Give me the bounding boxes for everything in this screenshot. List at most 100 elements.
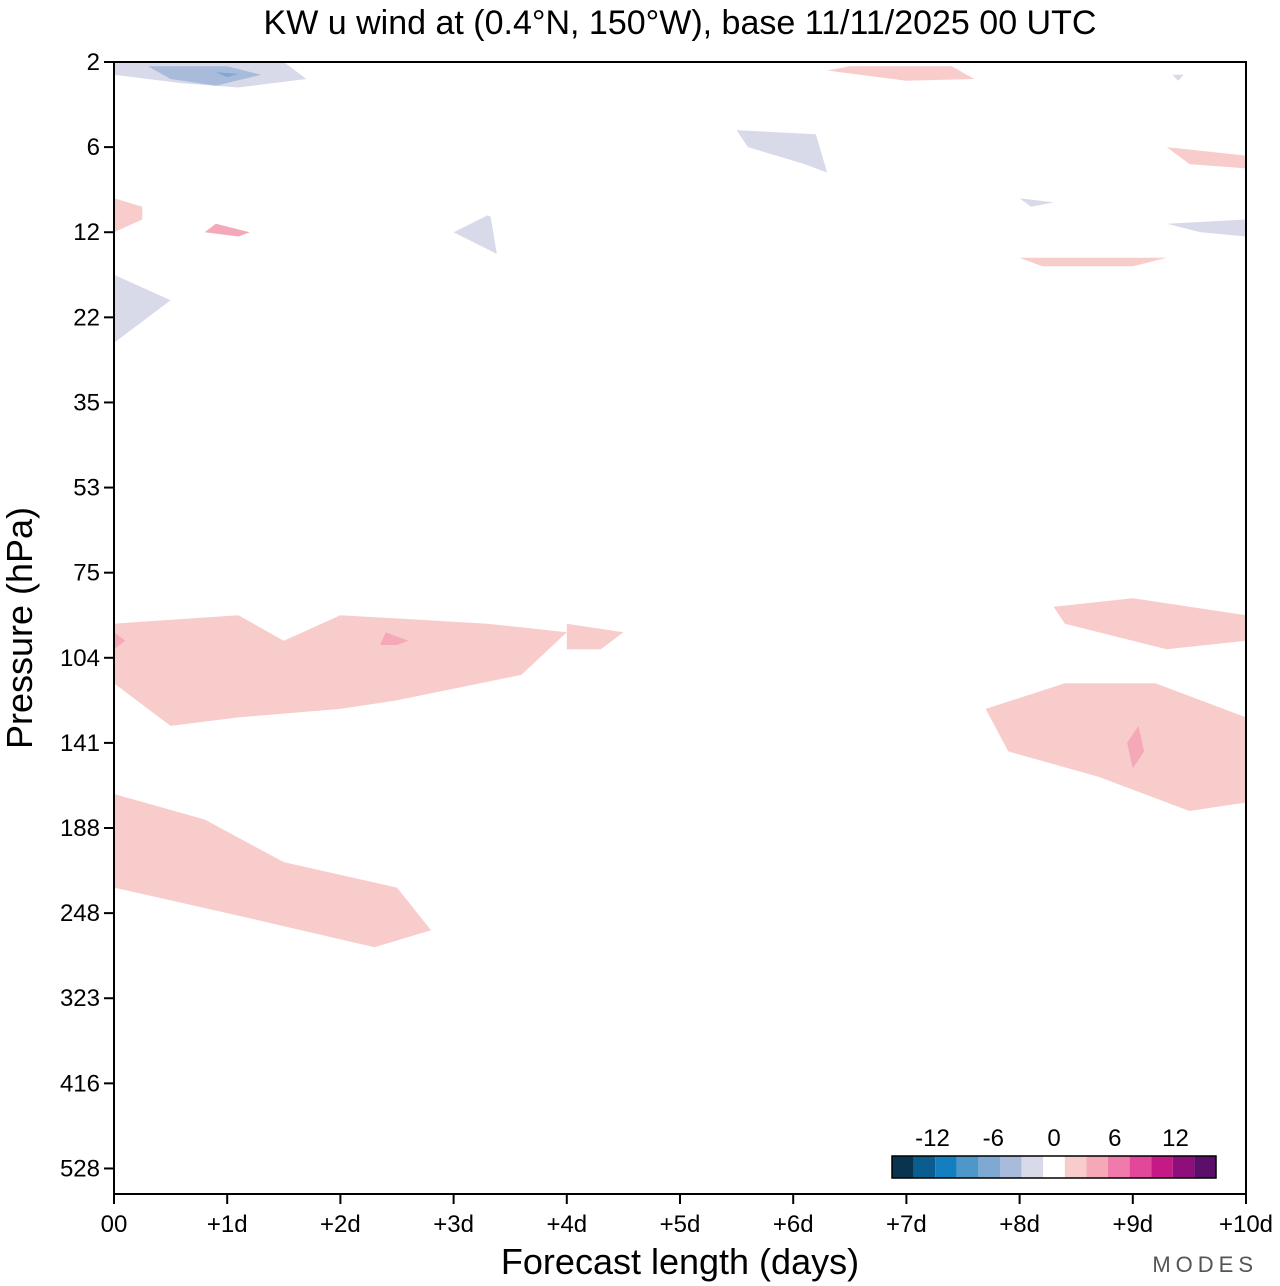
- colorbar-frame: [891, 1155, 1217, 1179]
- plot-area: [114, 62, 1246, 1211]
- contour-region-32: [951, 185, 1246, 216]
- x-tick-label: +1d: [207, 1211, 248, 1238]
- contour-region-52: [566, 623, 624, 650]
- y-tick-label: 416: [60, 1070, 100, 1097]
- y-tick-label: 323: [60, 985, 100, 1012]
- contour-region-59: [374, 785, 454, 828]
- contour-region-48: [181, 1151, 330, 1211]
- colorbar-swatch: [1172, 1156, 1195, 1178]
- contour-region-9: [159, 113, 177, 131]
- y-tick-label: 248: [60, 900, 100, 927]
- contour-region-13: [736, 130, 828, 173]
- y-axis: 2 6 12 22 35 53 75 104 141 188 248 323 416 528: [60, 49, 114, 1182]
- contour-region-39: [872, 321, 1246, 369]
- contour-region-54: [985, 683, 1246, 811]
- contour-region-57: [1127, 725, 1145, 769]
- y-tick-label: 188: [60, 815, 100, 842]
- contour-region-42: [544, 368, 613, 394]
- colorbar-tick-label: 0: [1047, 1125, 1060, 1152]
- brand-logo: MODES: [1152, 1252, 1258, 1277]
- contour-region-34: [1042, 210, 1246, 241]
- colorbar-swatch: [1108, 1156, 1130, 1178]
- contour-region-31: [1166, 147, 1246, 169]
- contour-region-45: [397, 462, 601, 556]
- contour-region-55: [114, 632, 126, 650]
- y-tick-label: 2: [87, 49, 100, 76]
- contour-region-61: [963, 811, 1065, 863]
- contour-region-10: [340, 130, 397, 135]
- x-tick-label: +3d: [433, 1211, 474, 1238]
- y-tick-label: 35: [73, 389, 100, 416]
- colorbar-swatch: [935, 1156, 957, 1178]
- contour-region-40: [351, 385, 409, 411]
- contour-region-19: [114, 198, 143, 233]
- contour-region-6: [827, 66, 975, 81]
- x-tick-label: +10d: [1219, 1211, 1273, 1238]
- contour-region-11: [657, 121, 686, 135]
- x-tick-label: +8d: [999, 1211, 1040, 1238]
- contour-region-8: [1172, 74, 1184, 81]
- contour-region-37: [114, 274, 171, 343]
- contour-region-62: [1234, 819, 1246, 854]
- contour-region-2: [148, 66, 262, 86]
- contour-region-46: [114, 581, 1246, 1186]
- y-tick-label: 75: [73, 560, 100, 587]
- colorbar-swatch: [956, 1156, 979, 1178]
- x-tick-label: +4d: [546, 1211, 587, 1238]
- y-tick-label: 6: [87, 134, 100, 161]
- colorbar-swatch: [892, 1156, 914, 1178]
- colorbar-swatch: [1021, 1156, 1044, 1178]
- contour-region-29: [1019, 257, 1167, 267]
- y-tick-label: 141: [60, 730, 100, 757]
- x-tick-label: 00: [101, 1211, 128, 1238]
- contour-region-60: [849, 802, 941, 863]
- contour-region-47: [691, 572, 1246, 999]
- contour-region-33: [1019, 198, 1054, 207]
- contour-region-44: [114, 432, 148, 462]
- contour-region-14: [883, 121, 941, 182]
- colorbar-tick-label: -6: [983, 1125, 1004, 1152]
- y-tick-label: 104: [60, 645, 100, 672]
- contour-region-51: [114, 794, 431, 948]
- contour-region-7: [1110, 66, 1246, 139]
- contour-region-43: [657, 419, 714, 445]
- contour-region-36: [114, 262, 397, 369]
- contour-region-27: [657, 249, 816, 275]
- colorbar-swatch: [1194, 1156, 1216, 1178]
- colorbar-swatch: [1064, 1156, 1087, 1178]
- contour-region-4: [544, 79, 590, 109]
- x-tick-label: +6d: [773, 1211, 814, 1238]
- contour-region-53: [1053, 598, 1246, 650]
- x-tick-label: +2d: [320, 1211, 361, 1238]
- contour-region-20: [204, 223, 250, 237]
- x-axis: 00 +1d +2d +3d +4d +5d +6d +7d +8d +9d +10d: [101, 1194, 1273, 1238]
- x-tick-label: +7d: [886, 1211, 927, 1238]
- colorbar-tick-label: 12: [1162, 1125, 1189, 1152]
- chart-title: KW u wind at (0.4°N, 150°W), base 11/11/…: [264, 4, 1097, 42]
- y-tick-label: 22: [73, 304, 100, 331]
- contour-region-58: [261, 759, 307, 828]
- y-tick-label: 528: [60, 1155, 100, 1182]
- y-tick-label: 12: [73, 219, 100, 246]
- contour-region-63: [159, 1083, 194, 1143]
- colorbar-swatch: [1043, 1156, 1065, 1178]
- colorbar-swatch: [1000, 1156, 1022, 1178]
- colorbar-swatch: [913, 1156, 936, 1178]
- colorbar-legend: -12 -6 0 6 12: [891, 1125, 1217, 1179]
- contour-region-3: [215, 72, 239, 78]
- colorbar-swatch: [1129, 1156, 1152, 1178]
- contour-region-38: [1053, 283, 1167, 314]
- contour-region-56: [380, 632, 409, 645]
- colorbar-swatch: [1086, 1156, 1108, 1178]
- colorbar-tick-label: -12: [915, 1125, 950, 1152]
- contour-region-35: [1166, 219, 1246, 237]
- colorbar-tick-label: 6: [1108, 1125, 1121, 1152]
- contour-region-26: [759, 210, 788, 228]
- x-axis-label: Forecast length (days): [501, 1241, 859, 1282]
- y-tick-label: 53: [73, 475, 100, 502]
- contour-region-50: [114, 615, 567, 726]
- x-tick-label: +5d: [660, 1211, 701, 1238]
- colorbar-swatch: [978, 1156, 1000, 1178]
- x-tick-label: +9d: [1112, 1211, 1153, 1238]
